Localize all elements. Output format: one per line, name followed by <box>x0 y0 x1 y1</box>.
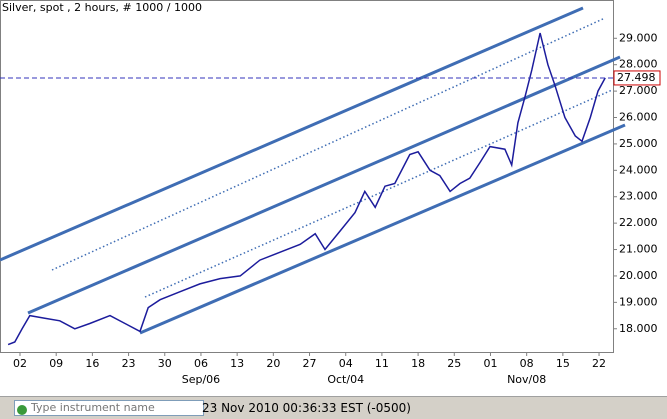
x-tick-label: 25 <box>447 357 461 370</box>
y-tick-label: 18.000 <box>619 322 658 335</box>
x-tick-label: 23 <box>122 357 136 370</box>
x-tick-label: 18 <box>411 357 425 370</box>
status-bar: Type instrument name 23 Nov 2010 00:36:3… <box>0 396 667 419</box>
x-tick-label: 04 <box>339 357 353 370</box>
x-tick-label: 16 <box>85 357 99 370</box>
search-placeholder: Type instrument name <box>31 401 155 414</box>
y-tick-label: 29.000 <box>619 31 658 44</box>
channel-line <box>0 6 584 262</box>
search-icon <box>17 405 27 415</box>
chart-title: Silver, spot , 2 hours, # 1000 / 1000 <box>2 1 202 14</box>
last-price-label: 27.498 <box>617 71 656 84</box>
y-tick-label: 23.000 <box>619 190 658 203</box>
month-label: Sep/06 <box>182 373 220 386</box>
channel-mid-lines <box>51 17 613 298</box>
y-tick-label: 19.000 <box>619 295 658 308</box>
x-tick-label: 27 <box>303 357 317 370</box>
price-line <box>7 32 606 346</box>
y-tick-label: 20.000 <box>619 269 658 282</box>
channel-line <box>139 123 626 335</box>
chart: Silver, spot , 2 hours, # 1000 / 1000 18… <box>0 0 661 386</box>
y-tick-label: 21.000 <box>619 243 658 256</box>
x-tick-label: 01 <box>483 357 497 370</box>
x-tick-label: 06 <box>194 357 208 370</box>
y-tick-label: 22.000 <box>619 216 658 229</box>
last-price-box <box>613 70 661 86</box>
clock: 23 Nov 2010 00:36:33 EST (-0500) <box>202 401 411 415</box>
instrument-search[interactable]: Type instrument name <box>14 400 204 416</box>
x-tick-label: 20 <box>266 357 280 370</box>
x-tick-label: 02 <box>13 357 27 370</box>
month-label: Oct/04 <box>327 373 364 386</box>
y-tick-label: 25.000 <box>619 137 658 150</box>
channel-lines <box>0 6 626 335</box>
month-label: Nov/08 <box>507 373 546 386</box>
x-tick-label: 09 <box>49 357 63 370</box>
channel-mid-line <box>144 89 613 298</box>
y-tick-label: 27.000 <box>619 84 658 97</box>
x-tick-label: 11 <box>375 357 389 370</box>
y-tick-label: 26.000 <box>619 111 658 124</box>
channel-mid-line <box>51 17 606 271</box>
x-tick-label: 08 <box>520 357 534 370</box>
y-tick-label: 24.000 <box>619 163 658 176</box>
x-tick-label: 22 <box>592 357 606 370</box>
y-tick-label: 28.000 <box>619 58 658 71</box>
x-tick-label: 13 <box>230 357 244 370</box>
x-tick-label: 15 <box>556 357 570 370</box>
plot-area <box>0 0 614 353</box>
x-tick-label: 30 <box>158 357 172 370</box>
channel-line <box>27 55 621 315</box>
